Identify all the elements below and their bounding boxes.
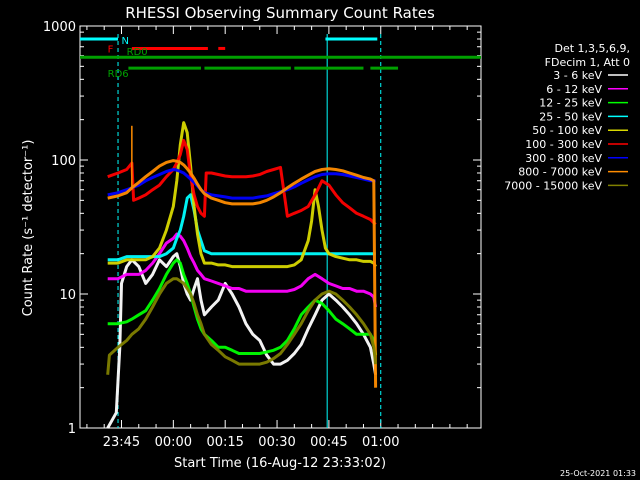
series-line-6-12keV: [107, 232, 378, 308]
x-tick-label: 00:30: [258, 435, 295, 450]
x-tick-label: 00:15: [206, 435, 243, 450]
chart-title: RHESSI Observing Summary Count Rates: [125, 4, 435, 22]
series-line-100-300keV: [107, 138, 377, 226]
series-line-50-100keV: [107, 121, 377, 269]
y-tick-label: 1000: [43, 20, 76, 35]
series-line-300-800keV: [107, 168, 376, 200]
legend-header-line: Det 1,3,5,6,9,: [554, 42, 630, 55]
tick-labels: 1 10 100 1000 23:45 00:00 00:15 00:30 00:45 01:00: [43, 20, 400, 450]
legend-entry-label: 300 - 800 keV: [525, 152, 602, 165]
y-tick-label: 1: [68, 422, 76, 437]
flag-label-n: N: [121, 36, 128, 47]
legend-header-line: FDecim 1, Att 0: [545, 56, 630, 69]
x-tick-label: 00:00: [155, 435, 192, 450]
y-tick-label: 10: [59, 288, 76, 303]
y-tick-label: 100: [51, 154, 76, 169]
series-line-3-6keV: [106, 252, 378, 429]
axes: [79, 25, 482, 429]
y-axis-label: Count Rate (s⁻¹ detector⁻¹): [21, 140, 36, 317]
legend-entry-label: 800 - 7000 keV: [518, 166, 602, 179]
x-tick-label: 00:45: [310, 435, 347, 450]
flag-label-rd6: RD6: [108, 69, 129, 80]
series-line-25-50keV: [107, 193, 376, 262]
status-flags: NF RD0 RD6: [80, 36, 481, 80]
timestamp: 25-Oct-2021 01:33: [560, 469, 636, 478]
legend-entry-label: 7000 - 15000 keV: [504, 179, 602, 192]
series-line-800-7000keV: [107, 159, 378, 388]
legend-entry-label: 12 - 25 keV: [539, 97, 602, 110]
series-line-7000-15000keV: [106, 277, 378, 375]
x-tick-label: 23:45: [103, 435, 140, 450]
legend-entry-label: 6 - 12 keV: [546, 83, 602, 96]
flag-label-f: F: [108, 44, 114, 55]
x-tick-label: 01:00: [362, 435, 399, 450]
x-axis-label: Start Time (16-Aug-12 23:33:02): [174, 456, 386, 471]
plot-frame: [79, 25, 482, 429]
legend: Det 1,3,5,6,9,FDecim 1, Att 03 - 6 keV6 …: [504, 42, 630, 192]
series-line-12-25keV: [107, 258, 378, 356]
legend-entry-label: 25 - 50 keV: [539, 110, 602, 123]
legend-entry-label: 50 - 100 keV: [532, 124, 602, 137]
flag-label-rd0: RD0: [127, 47, 148, 58]
legend-entry-label: 100 - 300 keV: [525, 138, 602, 151]
legend-entry-label: 3 - 6 keV: [553, 69, 602, 82]
plot-area: [106, 34, 382, 429]
